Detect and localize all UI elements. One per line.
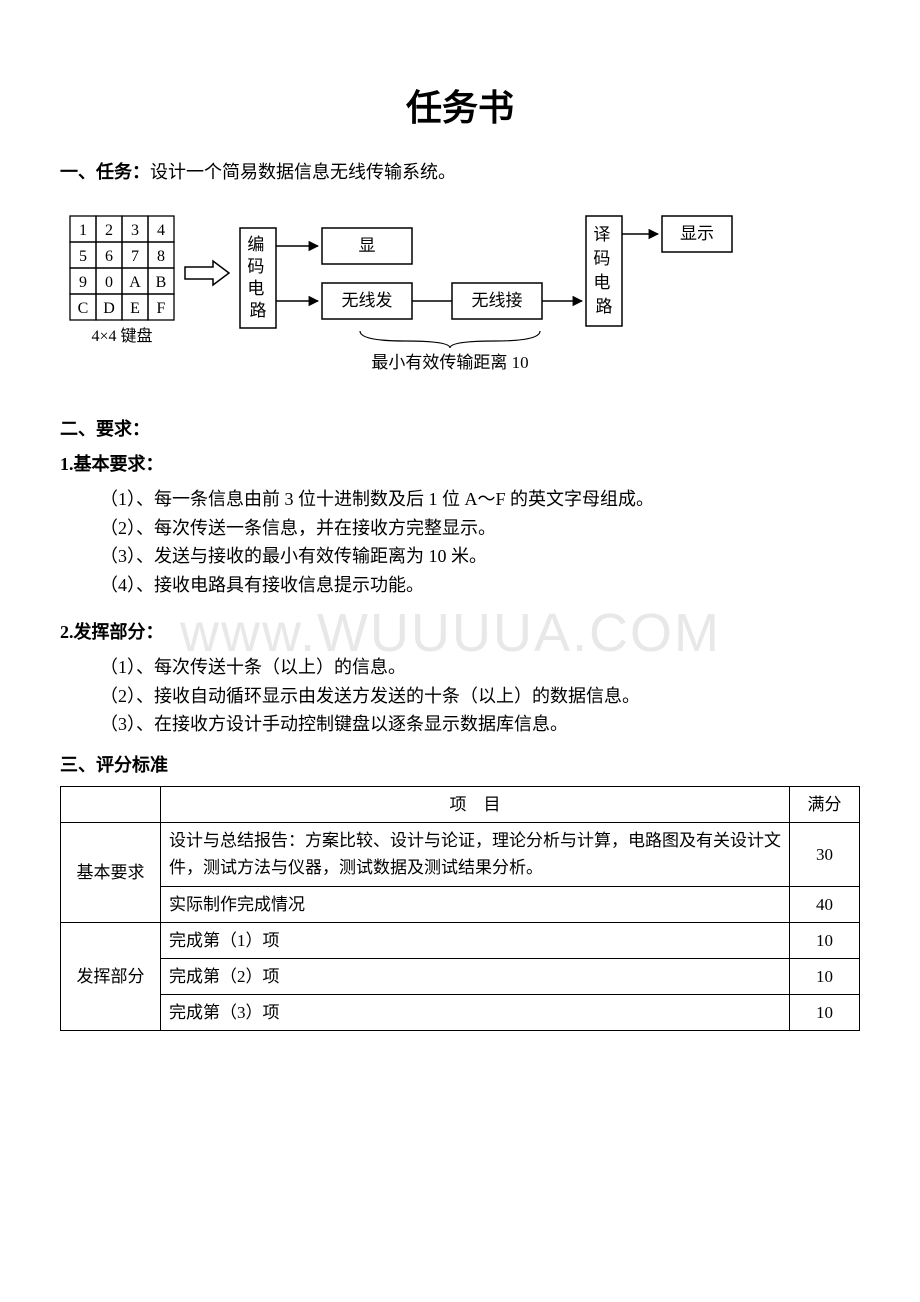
list-item: （3）、在接收方设计手动控制键盘以逐条显示数据库信息。 [60,710,860,739]
keypad-key: B [156,274,167,291]
score-cell: 30 [790,823,860,886]
item-cell: 完成第（1）项 [161,922,790,958]
keypad-key: 2 [105,222,113,239]
keypad-key: 8 [157,248,165,265]
keypad-key: E [130,300,140,317]
th-blank [61,786,161,822]
diagram-svg: 1 2 3 4 5 6 7 8 9 0AB CDEF 4×4 键盘 编 码 电 路 显 无线发 [60,206,820,386]
basic-req-label: 1.基本要求： [60,450,860,479]
section3-label: 三、评分标准 [60,751,860,780]
list-item: （2）、接收自动循环显示由发送方发送的十条（以上）的数据信息。 [60,682,860,711]
item-cell: 完成第（2）项 [161,958,790,994]
list-item: （3）、发送与接收的最小有效传输距离为 10 米。 [60,542,860,571]
keypad-key: 1 [79,222,87,239]
item-cell: 完成第（3）项 [161,995,790,1031]
keypad-key: 6 [105,248,113,265]
keypad-key: C [78,300,89,317]
item-cell: 设计与总结报告：方案比较、设计与论证，理论分析与计算，电路图及有关设计文件，测试… [161,823,790,886]
keypad-key: 0 [105,274,113,291]
keypad-key: D [103,300,115,317]
adv-req-list: （1）、每次传送十条（以上）的信息。（2）、接收自动循环显示由发送方发送的十条（… [60,653,860,739]
table-row: 发挥部分完成第（1）项10 [61,922,860,958]
keypad: 1 2 3 4 5 6 7 8 9 0AB CDEF [70,216,174,320]
table-row: 实际制作完成情况40 [61,886,860,922]
keypad-label: 4×4 键盘 [91,326,152,345]
page-title: 任务书 [60,80,860,138]
th-score: 满分 [790,786,860,822]
rx-label: 无线接 [472,291,523,310]
diagram-caption: 最小有效传输距离 10 [371,353,528,372]
keypad-key: F [157,300,166,317]
keypad-key: 9 [79,274,87,291]
keypad-key: 4 [157,222,165,239]
adv-req-label: 2.发挥部分： [60,618,860,647]
table-header-row: 项 目 满分 [61,786,860,822]
encoder-label: 编 码 电 路 [247,235,268,320]
list-item: （2）、每次传送一条信息，并在接收方完整显示。 [60,514,860,543]
group-cell: 基本要求 [61,823,161,923]
keypad-key: 7 [131,248,139,265]
section2-label: 二、要求： [60,415,860,444]
item-cell: 实际制作完成情况 [161,886,790,922]
score-table: 项 目 满分 基本要求设计与总结报告：方案比较、设计与论证，理论分析与计算，电路… [60,786,860,1031]
basic-req-list: （1）、每一条信息由前 3 位十进制数及后 1 位 A～F 的英文字母组成。（2… [60,485,860,600]
decoder-label: 译 码 电 路 [593,225,614,316]
keypad-key: A [129,274,141,291]
score-cell: 40 [790,886,860,922]
display1-label: 显 [359,236,376,255]
section1-text: 设计一个简易数据信息无线传输系统。 [150,162,456,182]
table-row: 基本要求设计与总结报告：方案比较、设计与论证，理论分析与计算，电路图及有关设计文… [61,823,860,886]
group-cell: 发挥部分 [61,922,161,1031]
table-row: 完成第（3）项10 [61,995,860,1031]
brace-icon [360,331,540,348]
block-diagram: 1 2 3 4 5 6 7 8 9 0AB CDEF 4×4 键盘 编 码 电 路 显 无线发 [60,206,860,395]
table-row: 完成第（2）项10 [61,958,860,994]
list-item: （1）、每次传送十条（以上）的信息。 [60,653,860,682]
keypad-key: 5 [79,248,87,265]
section1: 一、任务：设计一个简易数据信息无线传输系统。 [60,158,860,187]
keypad-key: 3 [131,222,139,239]
tx-label: 无线发 [342,291,393,310]
list-item: （1）、每一条信息由前 3 位十进制数及后 1 位 A～F 的英文字母组成。 [60,485,860,514]
list-item: （4）、接收电路具有接收信息提示功能。 [60,571,860,600]
score-cell: 10 [790,958,860,994]
score-cell: 10 [790,922,860,958]
display2-label: 显示 [680,224,714,243]
section1-label: 一、任务： [60,162,150,182]
th-item: 项 目 [161,786,790,822]
big-arrow-icon [185,261,229,285]
score-cell: 10 [790,995,860,1031]
